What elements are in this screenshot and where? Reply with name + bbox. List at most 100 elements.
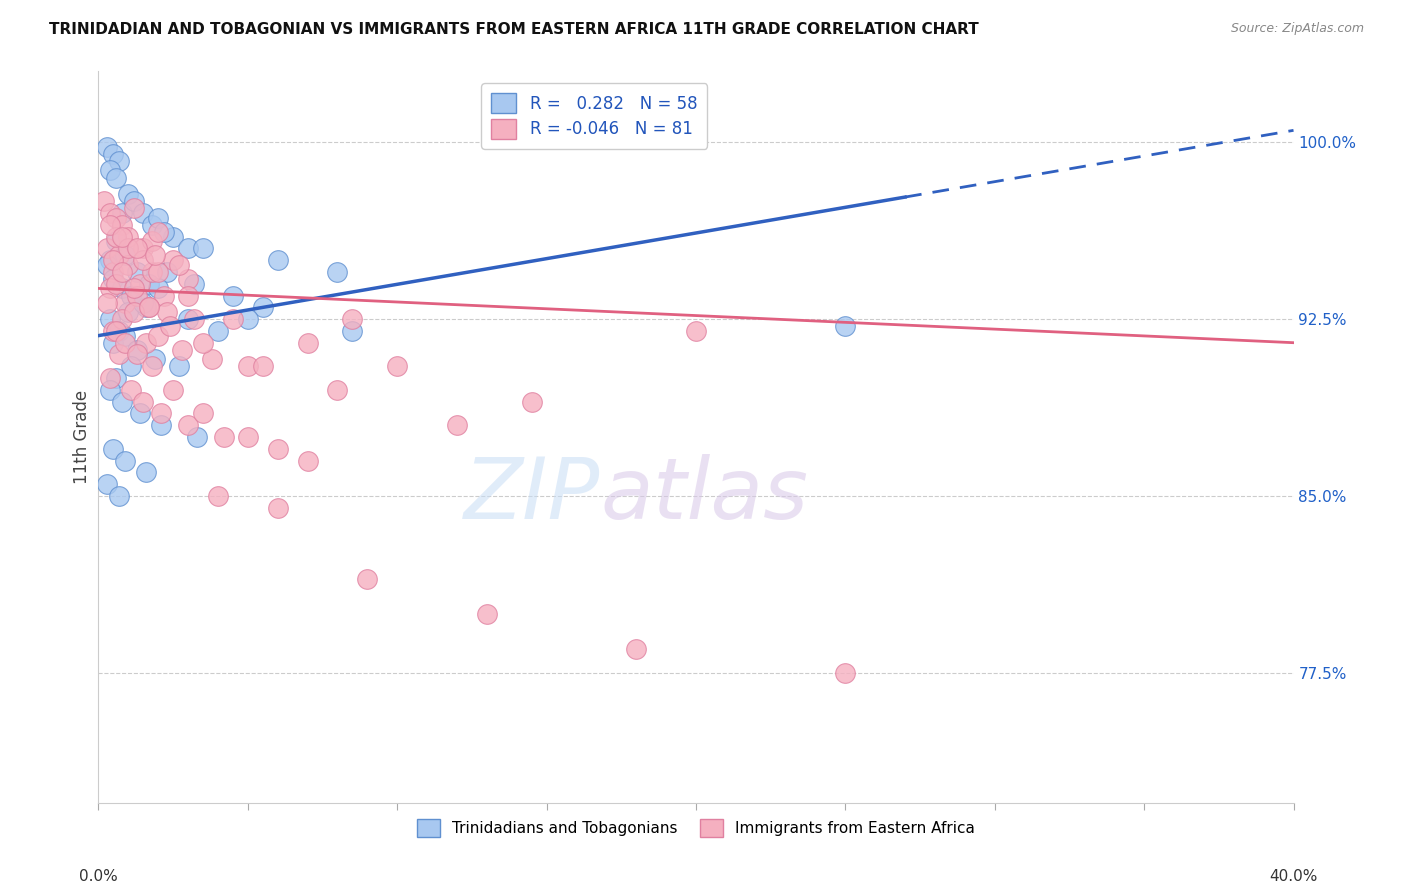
Point bbox=[117, 258, 139, 272]
Point bbox=[98, 163, 122, 178]
Point bbox=[103, 335, 125, 350]
Point bbox=[201, 352, 224, 367]
Point bbox=[148, 265, 170, 279]
Point bbox=[135, 335, 157, 350]
Point bbox=[150, 407, 173, 421]
Point bbox=[141, 265, 163, 279]
Point bbox=[153, 225, 176, 239]
Point bbox=[105, 371, 128, 385]
Point bbox=[117, 241, 139, 255]
Point bbox=[186, 430, 208, 444]
Point bbox=[148, 211, 170, 225]
Point bbox=[127, 241, 149, 255]
Point bbox=[108, 489, 131, 503]
Point bbox=[183, 277, 205, 291]
Point bbox=[114, 248, 136, 262]
Point bbox=[105, 211, 128, 225]
Point bbox=[162, 253, 184, 268]
Point bbox=[207, 324, 229, 338]
Point bbox=[342, 324, 364, 338]
Point bbox=[153, 288, 176, 302]
Point bbox=[148, 281, 170, 295]
Point bbox=[111, 394, 134, 409]
Point bbox=[120, 359, 142, 374]
Point bbox=[93, 194, 115, 208]
Point bbox=[177, 241, 200, 255]
Point bbox=[177, 418, 200, 433]
Point bbox=[167, 359, 190, 374]
Text: 40.0%: 40.0% bbox=[1270, 869, 1317, 884]
Point bbox=[222, 312, 245, 326]
Point bbox=[114, 295, 136, 310]
Point bbox=[111, 312, 134, 326]
Point bbox=[98, 253, 122, 268]
Point bbox=[96, 241, 118, 255]
Point bbox=[252, 301, 274, 315]
Point bbox=[96, 477, 118, 491]
Point bbox=[138, 301, 160, 315]
Point bbox=[446, 418, 468, 433]
Point bbox=[191, 335, 214, 350]
Point bbox=[103, 253, 125, 268]
Point bbox=[96, 140, 118, 154]
Point bbox=[117, 305, 139, 319]
Point bbox=[143, 352, 166, 367]
Point bbox=[267, 442, 290, 456]
Point bbox=[685, 324, 707, 338]
Text: Source: ZipAtlas.com: Source: ZipAtlas.com bbox=[1230, 22, 1364, 36]
Point bbox=[132, 394, 155, 409]
Point bbox=[177, 272, 200, 286]
Text: 0.0%: 0.0% bbox=[79, 869, 118, 884]
Point bbox=[834, 319, 856, 334]
Point bbox=[98, 371, 122, 385]
Point bbox=[222, 288, 245, 302]
Point bbox=[114, 453, 136, 467]
Point bbox=[138, 277, 160, 291]
Point bbox=[626, 642, 648, 657]
Point bbox=[150, 418, 173, 433]
Point bbox=[834, 666, 856, 681]
Point bbox=[252, 359, 274, 374]
Point bbox=[129, 277, 152, 291]
Point bbox=[98, 218, 122, 232]
Point bbox=[129, 407, 152, 421]
Point bbox=[108, 154, 131, 169]
Point bbox=[356, 572, 378, 586]
Point bbox=[103, 442, 125, 456]
Point bbox=[172, 343, 194, 357]
Point bbox=[156, 265, 179, 279]
Point bbox=[111, 229, 134, 244]
Point bbox=[212, 430, 235, 444]
Point bbox=[159, 319, 181, 334]
Point bbox=[120, 383, 142, 397]
Point bbox=[148, 225, 170, 239]
Point bbox=[103, 265, 125, 279]
Point bbox=[105, 277, 128, 291]
Point bbox=[96, 258, 118, 272]
Point bbox=[117, 229, 139, 244]
Point bbox=[132, 241, 155, 255]
Point bbox=[167, 258, 190, 272]
Point bbox=[236, 430, 259, 444]
Point bbox=[148, 328, 170, 343]
Point bbox=[98, 206, 122, 220]
Point bbox=[177, 312, 200, 326]
Point bbox=[520, 394, 543, 409]
Text: ZIP: ZIP bbox=[464, 454, 600, 537]
Point bbox=[135, 466, 157, 480]
Point bbox=[207, 489, 229, 503]
Point bbox=[236, 312, 259, 326]
Point bbox=[138, 301, 160, 315]
Point bbox=[127, 343, 149, 357]
Point bbox=[156, 305, 179, 319]
Point bbox=[127, 288, 149, 302]
Point bbox=[105, 229, 128, 244]
Point bbox=[103, 272, 125, 286]
Point bbox=[141, 234, 163, 248]
Text: atlas: atlas bbox=[600, 454, 808, 537]
Point bbox=[326, 265, 349, 279]
Point bbox=[267, 253, 290, 268]
Point bbox=[342, 312, 364, 326]
Point bbox=[105, 324, 128, 338]
Point bbox=[143, 248, 166, 262]
